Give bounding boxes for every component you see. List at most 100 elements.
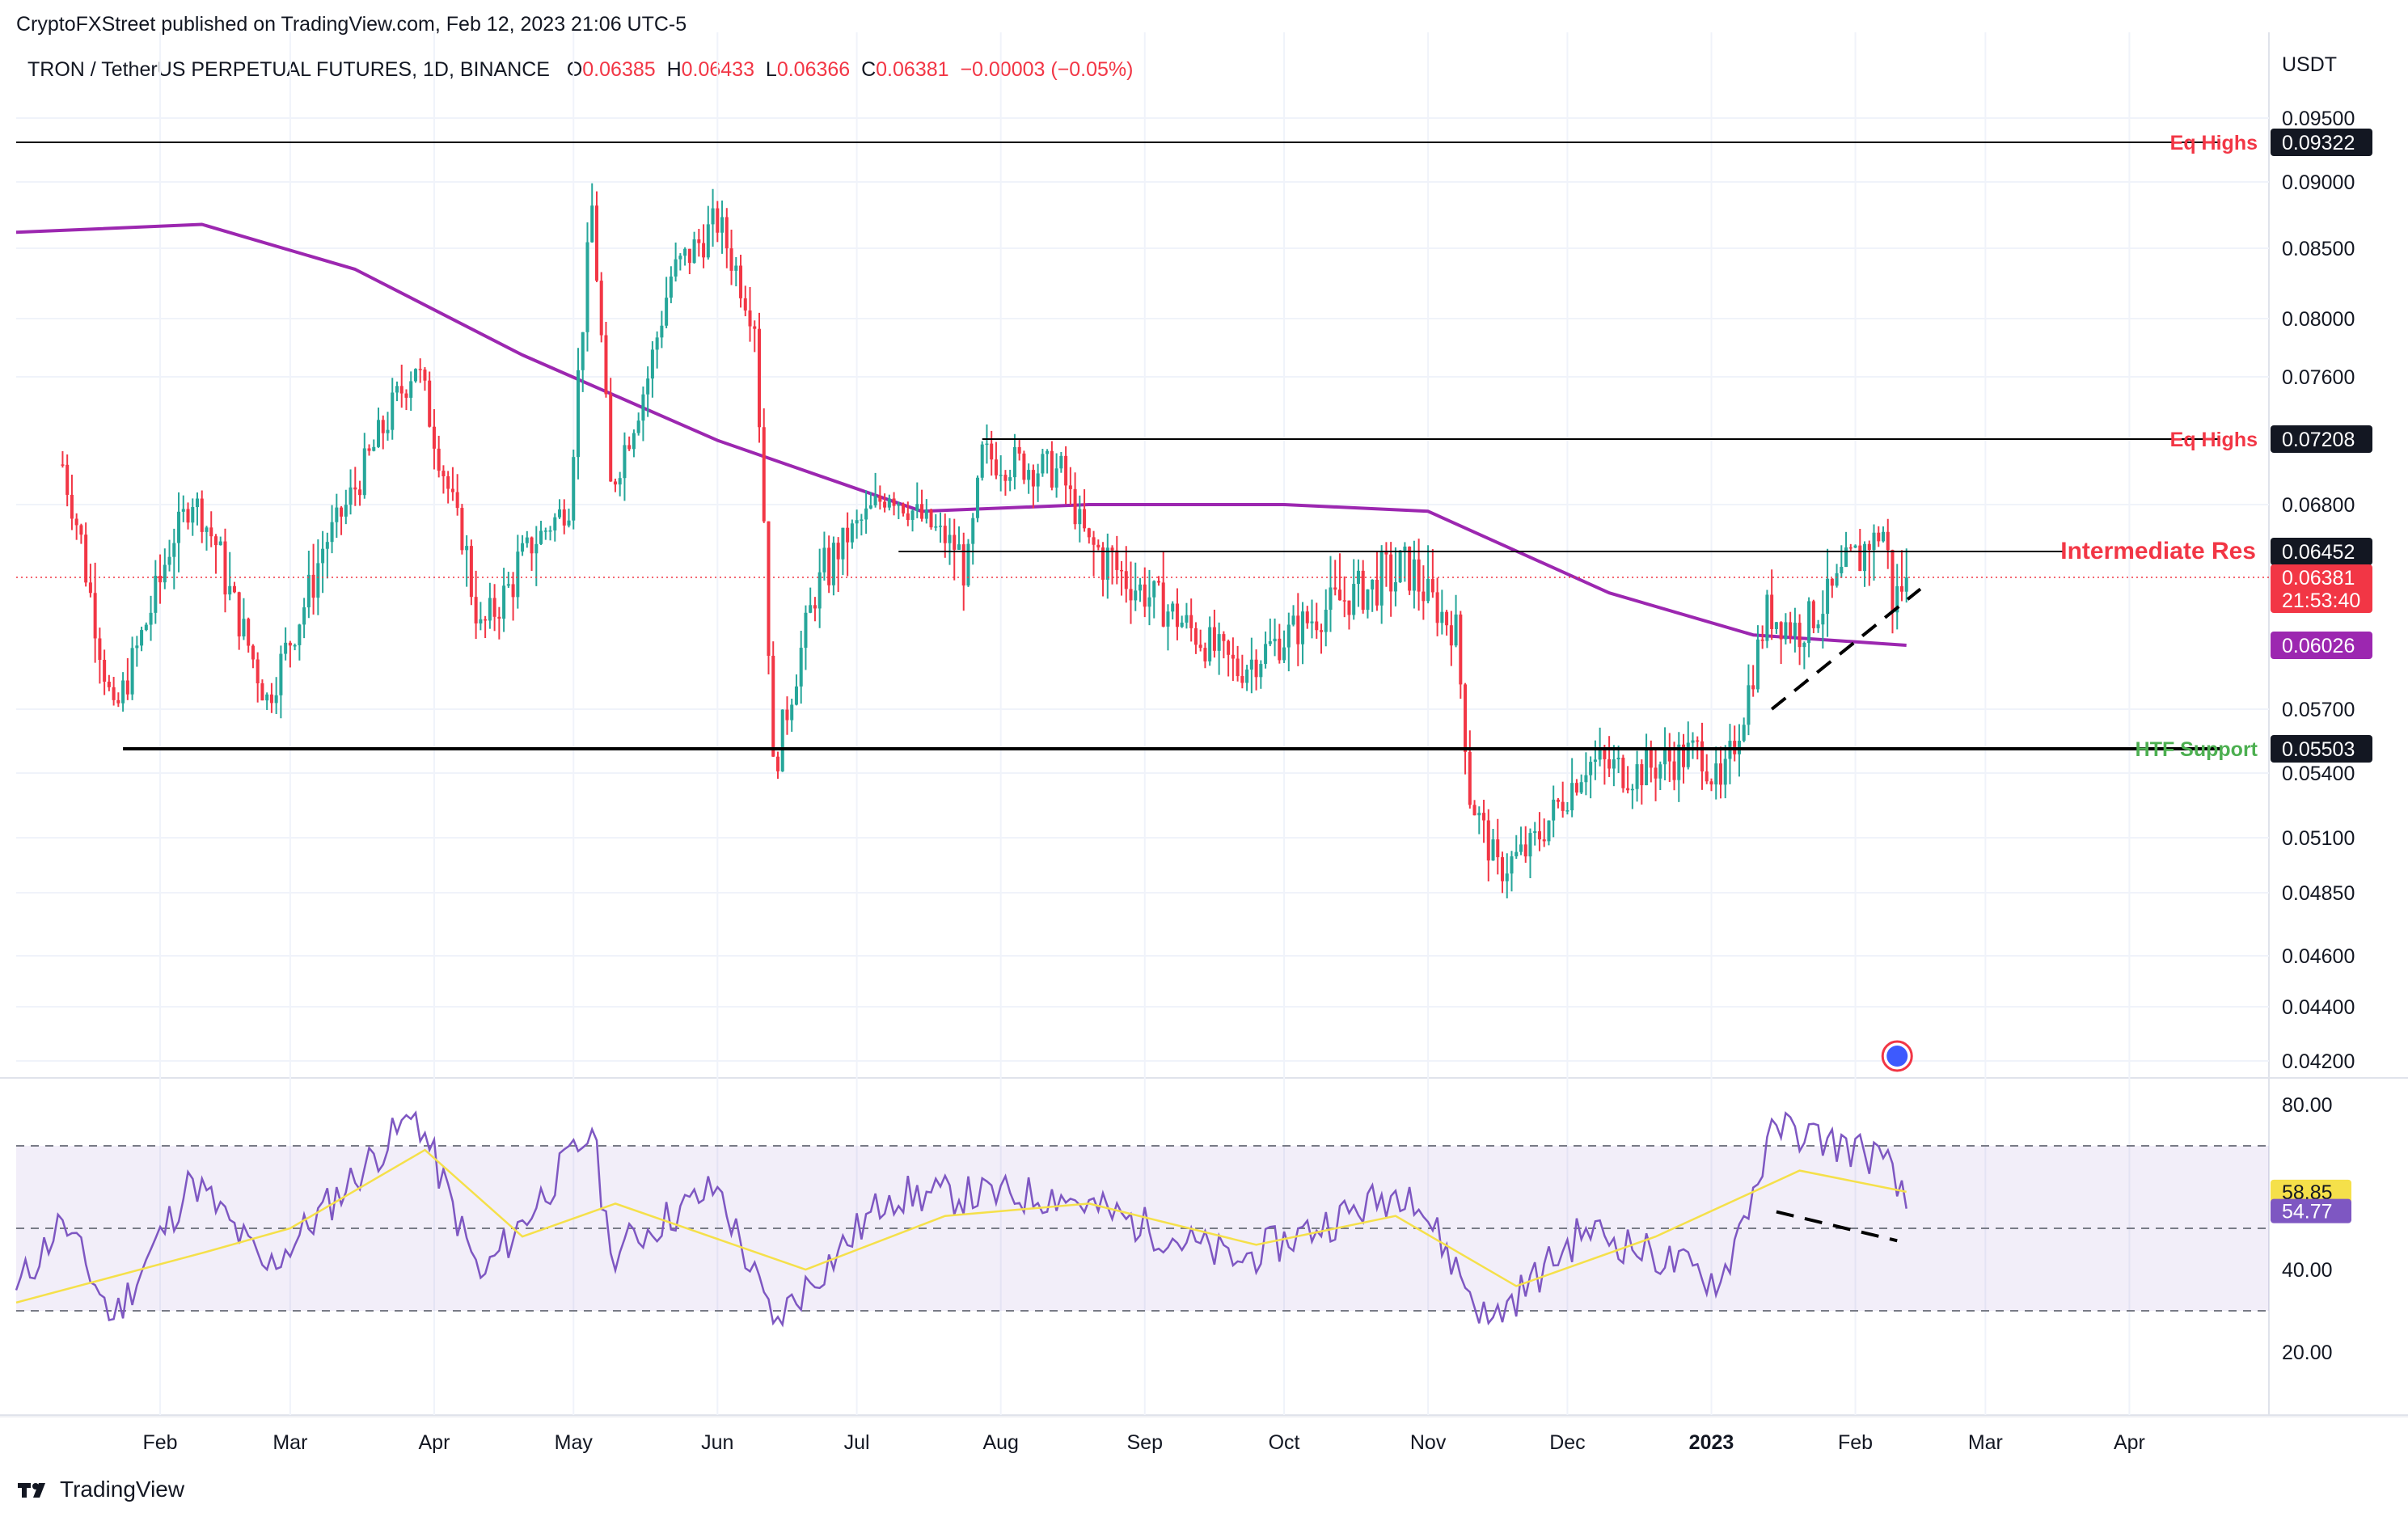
candle-body <box>130 648 134 695</box>
candle-body <box>1709 781 1713 785</box>
candle-body <box>1501 857 1505 881</box>
candle-body <box>228 585 232 595</box>
candle-body <box>1301 611 1305 644</box>
candle-body <box>1282 647 1286 661</box>
candle-body <box>65 464 70 495</box>
candle-body <box>1477 813 1481 816</box>
candle-body <box>135 645 139 649</box>
candle-body <box>1064 455 1068 486</box>
candle-body <box>1612 759 1616 769</box>
candle-body <box>1635 764 1639 789</box>
candle-body <box>144 624 148 631</box>
candle-body <box>79 525 83 535</box>
candle-body <box>1853 545 1857 548</box>
price-tick-label: 0.08500 <box>2282 238 2355 260</box>
candle-body <box>985 443 989 446</box>
tag-rsi-ma-bg <box>2271 1179 2351 1204</box>
open-label: O <box>566 58 583 81</box>
time-tick-label: 2023 <box>1689 1431 1734 1454</box>
candle-body <box>154 576 158 613</box>
candle-body <box>1848 547 1852 549</box>
time-tick-label: Apr <box>418 1431 450 1454</box>
tag-htf-support-text: 0.05503 <box>2282 738 2355 761</box>
candle-body <box>599 281 603 336</box>
candle-body <box>1430 579 1434 593</box>
candle-body <box>841 527 845 560</box>
candle-body <box>1491 839 1495 861</box>
candle-body <box>1519 844 1523 852</box>
candle-body <box>511 584 515 598</box>
candle-body <box>1821 614 1825 625</box>
tag-eq-highs-2-text: 0.07208 <box>2282 429 2355 451</box>
rsi-tick-label: 20.00 <box>2282 1342 2333 1364</box>
candle-body <box>1347 600 1351 615</box>
candle-body <box>1333 587 1337 590</box>
candle-body <box>223 541 227 595</box>
candle-body <box>678 256 682 260</box>
candle-body <box>674 259 678 277</box>
candle-body <box>1482 813 1486 821</box>
candle-body <box>506 584 510 586</box>
candle-body <box>1403 546 1407 551</box>
candle-body <box>910 510 915 520</box>
level-label: Intermediate Res <box>2060 538 2256 564</box>
publish-info: CryptoFXStreet published on TradingView.… <box>16 13 687 36</box>
candle-body <box>209 527 213 537</box>
candle-body <box>706 224 710 258</box>
candle-body <box>191 507 195 523</box>
candle-body <box>1068 485 1072 489</box>
candle-body <box>720 217 725 233</box>
candle-body <box>316 563 320 598</box>
price-tags: 0.09322 0.07208 0.06452 0.05503 0.06026 0.063… <box>1881 129 2372 1223</box>
candle-body <box>1185 615 1189 623</box>
tag-last-price-text: 0.06381 <box>2282 567 2355 589</box>
candle-body <box>1616 758 1620 760</box>
candle-body <box>1138 584 1143 591</box>
candle-body <box>418 369 422 370</box>
candle-body <box>581 332 585 370</box>
candle-body <box>1073 488 1077 525</box>
candle-body <box>1440 611 1444 623</box>
close-label: C <box>861 58 877 81</box>
candle-body <box>1189 615 1193 628</box>
candle-body <box>1751 685 1755 690</box>
candle-body <box>609 394 613 482</box>
candle-body <box>850 523 854 543</box>
time-tick-label: Feb <box>1838 1431 1873 1454</box>
candle-body <box>767 521 771 656</box>
candle-body <box>1565 810 1569 812</box>
candle-body <box>1101 547 1105 580</box>
candle-body <box>1156 581 1160 583</box>
candle-body <box>813 605 817 609</box>
candle-body <box>1682 744 1686 767</box>
candle-body <box>492 598 496 617</box>
candle-body <box>1603 750 1607 759</box>
flag-icon-inner <box>1886 1046 1908 1067</box>
candle-body <box>548 530 552 532</box>
tradingview-logo[interactable]: TradingView <box>16 1477 184 1502</box>
rsi-tick-label: 40.00 <box>2282 1259 2333 1282</box>
candle-body <box>1296 615 1300 644</box>
tag-eq-highs-1-text: 0.09322 <box>2282 132 2355 154</box>
tag-last-price-bg <box>2271 564 2372 613</box>
candle-body <box>260 683 264 701</box>
candle-body <box>1830 578 1834 586</box>
candle-body <box>971 518 975 544</box>
candle-body <box>1422 591 1426 602</box>
candle-body <box>1811 601 1815 628</box>
candle-body <box>125 680 129 695</box>
candle-body <box>572 457 576 521</box>
candle-body <box>465 546 469 551</box>
price-tick-label: 0.06800 <box>2282 494 2355 517</box>
candle-body <box>432 426 436 449</box>
candle-body <box>1254 659 1258 678</box>
candle-body <box>330 522 334 543</box>
candle-body <box>1774 622 1778 629</box>
candle-body <box>1886 531 1890 551</box>
candle-body <box>753 326 757 329</box>
candle-body <box>441 471 446 477</box>
candle-body <box>195 498 200 508</box>
candle-body <box>873 495 877 505</box>
price-tick-label: 0.04850 <box>2282 882 2355 905</box>
